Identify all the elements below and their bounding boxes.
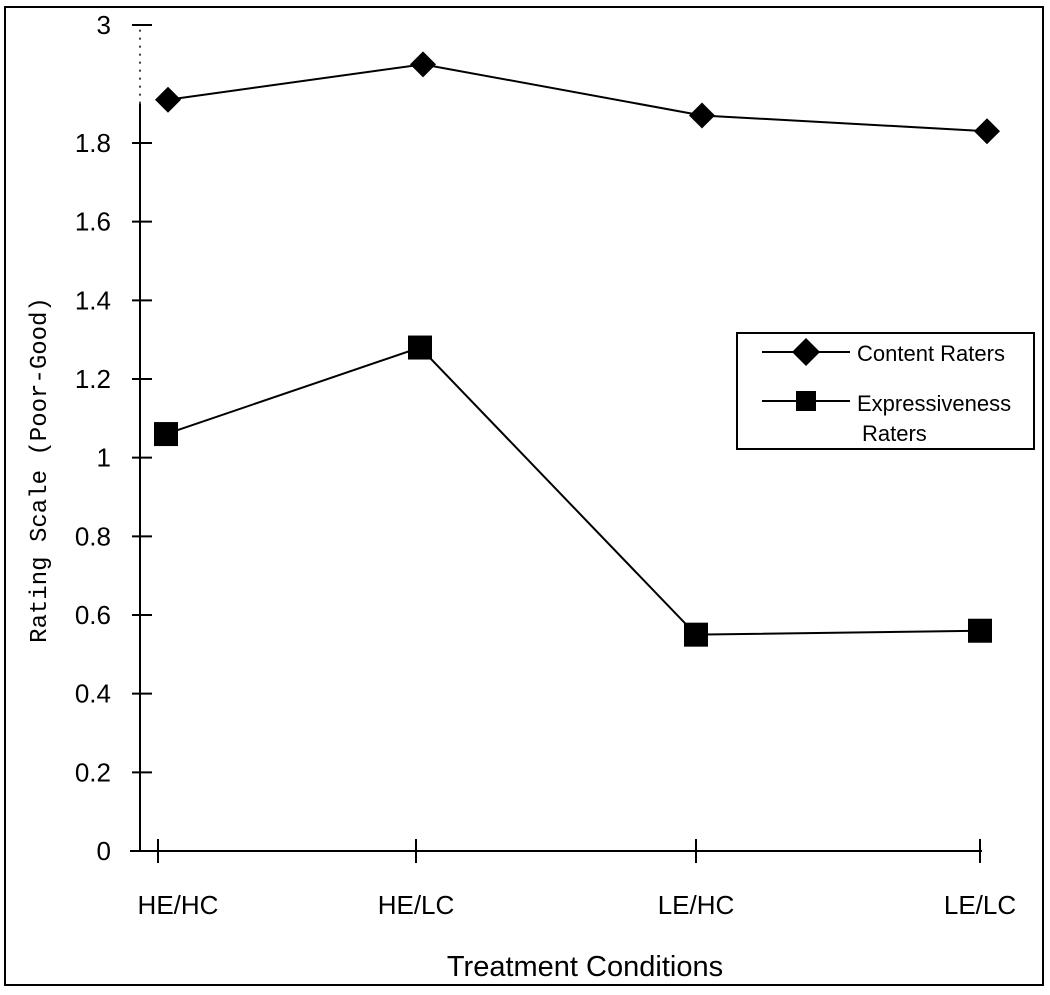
- legend-diamond-marker: [792, 338, 820, 366]
- data-point-diamond: [410, 51, 436, 78]
- data-point-square: [684, 622, 708, 647]
- y-tick-label: 0: [97, 836, 111, 866]
- axes: 0 0.2 0.4 0.6 0.8 1 1.2 1.4 1.6 1.8 3 HE/HC HE/LC LE/…: [75, 10, 1016, 920]
- legend-label-content: Content Raters: [857, 341, 1005, 366]
- x-tick-label: LE/LC: [944, 890, 1016, 920]
- x-tick-label: LE/HC: [658, 890, 735, 920]
- legend: Content Raters Expressiveness Raters: [736, 332, 1035, 450]
- data-point-diamond: [689, 102, 715, 129]
- x-tick-label: HE/LC: [378, 890, 455, 920]
- y-tick-label: 0.6: [75, 600, 111, 630]
- y-axis-label: Rating Scale (Poor-Good): [27, 297, 54, 643]
- y-tick-label: 1.4: [75, 285, 111, 315]
- y-tick-label: 1.8: [75, 128, 111, 158]
- data-point-square: [408, 335, 432, 360]
- y-tick-label: 0.2: [75, 757, 111, 787]
- legend-square-marker: [796, 391, 816, 411]
- data-point-square: [154, 422, 178, 447]
- data-point-diamond: [974, 118, 1000, 145]
- series-line-content: [167, 63, 988, 133]
- y-tick-label: 1.2: [75, 364, 111, 394]
- y-tick-label: 3: [97, 10, 111, 40]
- data-point-square: [968, 618, 992, 643]
- y-tick-label: 1: [97, 443, 111, 473]
- x-axis-label: Treatment Conditions: [447, 951, 723, 983]
- legend-label-expressiveness-line2: Raters: [862, 421, 927, 446]
- chart-frame: [4, 6, 1044, 986]
- y-tick-label: 0.8: [75, 521, 111, 551]
- x-tick-label: HE/HC: [138, 890, 219, 920]
- series-line-expressiveness: [165, 346, 981, 636]
- legend-label-expressiveness-line1: Expressiveness: [857, 391, 1011, 416]
- y-tick-label: 1.6: [75, 207, 111, 237]
- y-tick-label: 0.4: [75, 679, 111, 709]
- series-layer: [154, 51, 1000, 647]
- data-point-diamond: [155, 86, 181, 113]
